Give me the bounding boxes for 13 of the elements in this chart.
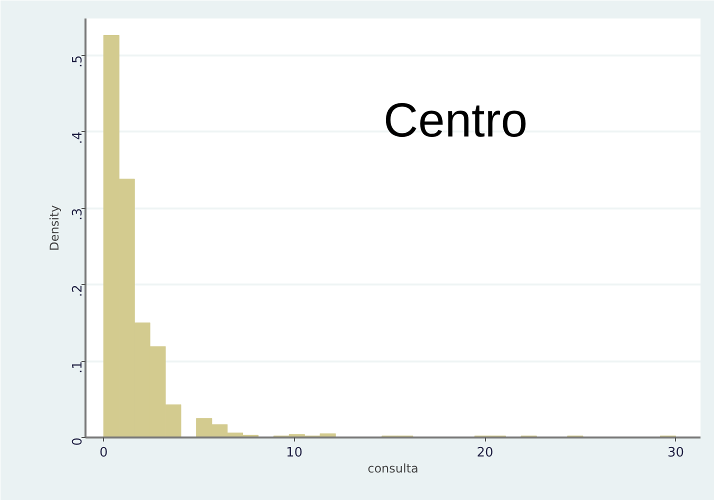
x-axis-title: consulta: [368, 462, 418, 476]
y-tick-label: .4: [70, 132, 86, 144]
y-tick-label: .3: [70, 208, 86, 221]
y-axis-title: Density: [48, 205, 62, 251]
y-tick-label: .2: [70, 284, 86, 297]
y-tick-label: .1: [70, 361, 86, 374]
y-tick-label: 0: [70, 437, 86, 446]
x-tick-label: 10: [286, 446, 303, 460]
x-tick-label: 0: [99, 446, 108, 460]
x-tick-label: 30: [667, 446, 684, 460]
y-tick-label: .5: [70, 55, 86, 68]
annotation: Centro: [383, 94, 528, 148]
x-tick-label: 20: [476, 446, 494, 460]
